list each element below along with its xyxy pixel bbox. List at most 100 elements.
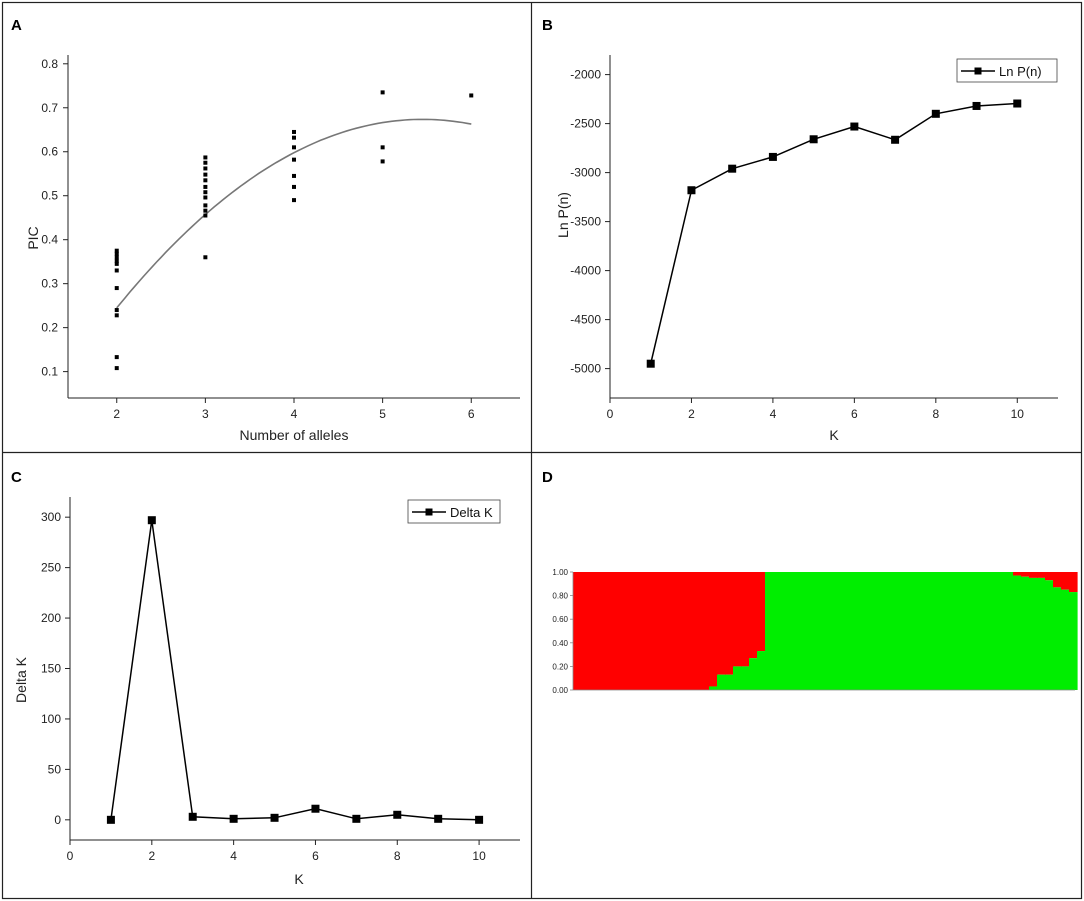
- structure-bar-cluster-1: [1029, 572, 1038, 578]
- pic-data-point: [203, 195, 208, 200]
- structure-bar-cluster-2: [1021, 576, 1030, 690]
- structure-bar-cluster-2: [805, 572, 814, 690]
- structure-bars: [573, 572, 1078, 690]
- pic-data-point: [203, 190, 208, 195]
- structure-bar-cluster-1: [1053, 572, 1062, 588]
- deltak-y-tick-label: 150: [41, 662, 61, 676]
- panel-label-d: D: [542, 469, 553, 486]
- pic-data-point: [380, 90, 385, 95]
- structure-bar-cluster-1: [629, 572, 638, 690]
- pic-data-point: [380, 159, 385, 164]
- pic-fit-curve: [116, 118, 472, 309]
- structure-bar-cluster-2: [1053, 587, 1062, 690]
- lnpn-y-tick-label: -5000: [570, 362, 601, 376]
- deltak-legend-label: Delta K: [450, 505, 493, 520]
- pic-data-point: [114, 258, 119, 263]
- pic-data-point: [203, 208, 208, 213]
- deltak-data-marker: [106, 815, 115, 824]
- pic-x-tick-label: 6: [468, 407, 475, 421]
- pic-scatter-chart: Number of alleles PIC 2 3 4 5 6 0.1 0.2 0.3 0.4 0…: [25, 55, 520, 443]
- pic-data-point: [203, 172, 208, 177]
- structure-bar-cluster-2: [861, 572, 870, 690]
- deltak-y-tick-label: 250: [41, 561, 61, 575]
- pic-y-tick-label: 0.5: [41, 189, 58, 203]
- structure-bar-cluster-1: [717, 572, 726, 675]
- structure-bar-cluster-2: [885, 572, 894, 690]
- pic-data-point: [114, 313, 119, 318]
- structure-y-tick-label: 0.80: [552, 592, 568, 601]
- deltak-data-marker: [229, 814, 238, 823]
- structure-bar-cluster-1: [1061, 572, 1070, 590]
- pic-data-point: [292, 157, 296, 162]
- pic-data-point: [380, 145, 385, 150]
- pic-data-point: [114, 268, 119, 273]
- structure-bar-cluster-1: [653, 572, 662, 690]
- deltak-series-line: [110, 520, 480, 821]
- pic-x-tick-label: 5: [379, 407, 386, 421]
- lnpn-x-tick-label: 8: [932, 407, 939, 421]
- structure-bar-cluster-1: [1045, 572, 1054, 581]
- structure-y-tick-label: 0.60: [552, 615, 568, 624]
- structure-bar-cluster-2: [733, 666, 742, 690]
- deltak-x-tick-label: 8: [394, 849, 401, 863]
- pic-data-point: [203, 213, 208, 218]
- lnpn-data-marker: [931, 109, 940, 118]
- lnpn-data-marker: [1013, 99, 1022, 108]
- structure-bar-cluster-2: [949, 572, 958, 690]
- structure-bar-cluster-1: [1013, 572, 1022, 576]
- lnpn-data-marker: [768, 152, 777, 161]
- structure-bar-cluster-2: [997, 572, 1006, 690]
- structure-bar-cluster-1: [621, 572, 630, 690]
- pic-x-axis-label: Number of alleles: [240, 427, 349, 443]
- deltak-y-tick-label: 100: [41, 712, 61, 726]
- structure-bar-cluster-2: [845, 572, 854, 690]
- pic-data-point: [203, 178, 208, 183]
- structure-bar-cluster-2: [797, 572, 806, 690]
- lnpn-data-marker: [850, 122, 859, 131]
- pic-x-tick-label: 2: [113, 407, 120, 421]
- structure-bar-cluster-2: [741, 666, 750, 690]
- structure-bar-cluster-1: [581, 572, 590, 690]
- pic-data-point: [114, 261, 119, 266]
- deltak-data-marker: [188, 812, 197, 821]
- pic-data-point: [203, 203, 208, 208]
- structure-bar-cluster-1: [685, 572, 694, 690]
- pic-data-point: [292, 173, 296, 178]
- structure-bar-cluster-2: [989, 572, 998, 690]
- pic-data-point: [114, 251, 119, 256]
- structure-bar-cluster-2: [877, 572, 886, 690]
- structure-bar-cluster-1: [605, 572, 614, 690]
- lnpn-y-axis-label: Ln P(n): [555, 192, 571, 238]
- structure-bar-cluster-2: [1029, 577, 1038, 690]
- structure-y-tick-label: 0.20: [552, 662, 568, 671]
- structure-bar-cluster-1: [637, 572, 646, 690]
- lnpn-x-tick-label: 10: [1011, 407, 1025, 421]
- structure-bar-cluster-1: [1021, 572, 1030, 577]
- structure-bar-cluster-1: [669, 572, 678, 690]
- pic-data-point: [292, 145, 296, 150]
- structure-y-tick-label: 1.00: [552, 568, 568, 577]
- lnpn-line-chart: Ln P(n) K Ln P(n) 0 2 4 6 8 10 -5000 -4500 -4000…: [555, 55, 1058, 443]
- deltak-data-marker: [270, 813, 279, 822]
- structure-bar-cluster-2: [821, 572, 830, 690]
- pic-data-point: [292, 184, 296, 189]
- deltak-data-marker: [475, 815, 484, 824]
- delta-k-line-chart: Delta K K Delta K 0 2 4 6 8 10050100150200250…: [13, 497, 520, 887]
- lnpn-series-line: [649, 102, 1018, 364]
- structure-bar-cluster-2: [765, 572, 774, 690]
- structure-bar-cluster-1: [613, 572, 622, 690]
- lnpn-legend-label: Ln P(n): [999, 64, 1042, 79]
- deltak-data-marker: [311, 804, 320, 813]
- lnpn-data-marker: [646, 359, 655, 368]
- deltak-legend-marker: [425, 508, 433, 516]
- pic-data-point: [203, 166, 208, 171]
- structure-bar-cluster-2: [933, 572, 942, 690]
- pic-x-tick-label: 4: [291, 407, 298, 421]
- lnpn-y-tick-label: -2500: [570, 117, 601, 131]
- panel-label-c: C: [11, 469, 22, 486]
- pic-y-tick-label: 0.2: [41, 321, 58, 335]
- deltak-y-tick-label: 50: [48, 762, 62, 776]
- deltak-x-tick-label: 6: [312, 849, 319, 863]
- lnpn-data-marker: [891, 135, 900, 144]
